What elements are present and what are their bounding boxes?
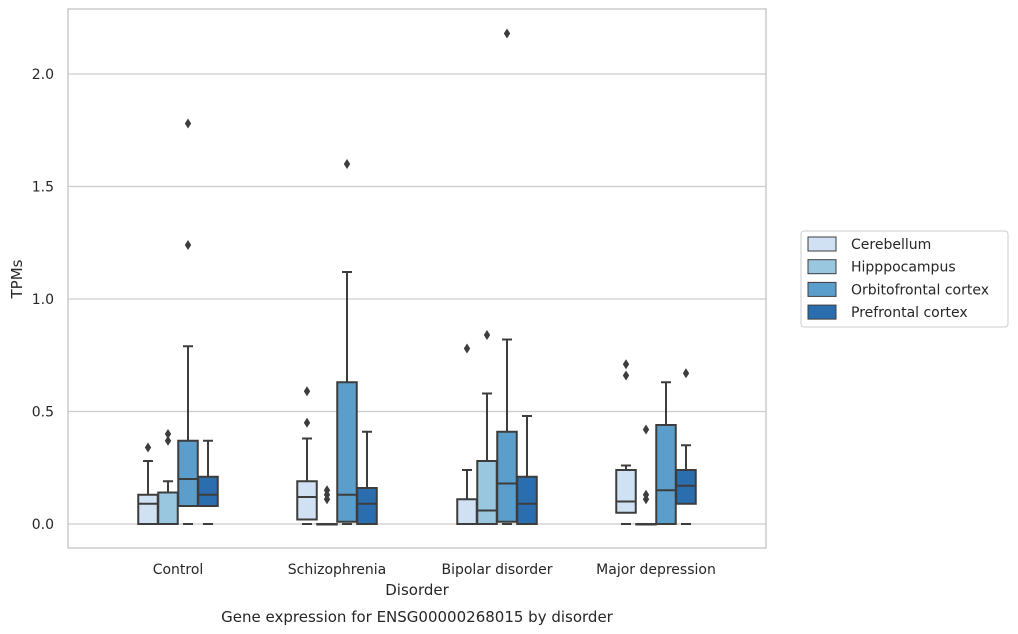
legend-frame [800,230,1009,328]
box-1-1 [316,485,338,526]
box-body [675,469,697,505]
box-2-3 [655,381,677,525]
legend-label: Hipppocampus [851,260,956,276]
box-body [516,475,538,525]
outlier-point [164,435,172,446]
y-tick-label: 1.0 [32,292,54,308]
box-1-3 [635,424,657,526]
legend: Cerebellum Hipppocampus Orbitofrontal cort… [800,230,1009,328]
box-2-0 [177,118,199,525]
outlier-point [622,370,630,381]
outlier-point [323,485,331,496]
legend-label: Orbitofrontal cortex [851,282,989,298]
y-tick-label: 2.0 [32,67,54,83]
box-2-2 [496,28,518,525]
outlier-point [483,330,491,340]
y-tick-label: 1.5 [32,180,54,196]
x-tick-label: Major depression [596,562,716,578]
outlier-point [343,159,351,169]
box-3-2 [516,415,538,525]
x-tick-label: Schizophrenia [288,562,386,578]
box-1-0 [157,429,179,525]
outlier-point [622,359,630,370]
legend-label: Prefrontal cortex [851,305,968,321]
box-body [197,475,219,507]
outlier-point [303,386,311,397]
box-body [157,491,179,525]
boxes [137,28,697,526]
box-body [615,469,637,514]
box-body [496,430,518,523]
outlier-point [682,368,690,379]
box-body [296,480,318,521]
box-body [476,460,498,525]
box-3-1 [356,430,378,525]
box-3-3 [675,368,697,525]
box-1-2 [476,330,498,525]
box-body [177,439,199,507]
box-body [655,424,677,525]
y-axis-title: TPMs [8,259,26,299]
outlier-point [642,424,650,435]
outlier-point [184,240,192,250]
box-body [356,487,378,525]
box-0-0 [137,442,159,525]
outlier-point [463,343,471,354]
box-0-3 [615,359,637,525]
box-2-1 [336,159,358,525]
legend-label: Cerebellum [851,237,931,253]
outlier-point [642,489,650,500]
y-tick-label: 0.5 [32,405,54,421]
legend-swatch [807,281,837,297]
outlier-point [303,417,311,428]
outlier-point [503,28,511,39]
legend-swatch [807,259,837,275]
outlier-point [144,442,152,453]
box-3-0 [197,439,219,525]
legend-swatch [807,304,837,320]
box-body [137,493,159,525]
legend-swatch [807,236,837,252]
y-axis-ticks: 0.0 0.5 1.0 1.5 2.0 [32,67,54,533]
box-body [456,498,478,525]
y-tick-label: 0.0 [32,517,54,533]
outlier-point [164,429,172,439]
box-body [336,381,358,523]
outlier-point [184,118,192,129]
box-0-1 [296,386,318,525]
x-axis-ticks: Control Schizophrenia Bipolar disorder Majo… [153,562,716,578]
x-tick-label: Control [153,562,204,578]
x-tick-label: Bipolar disorder [441,562,552,578]
chart-caption: Gene expression for ENSG00000268015 by d… [221,608,614,626]
x-axis-title: Disorder [385,581,449,599]
